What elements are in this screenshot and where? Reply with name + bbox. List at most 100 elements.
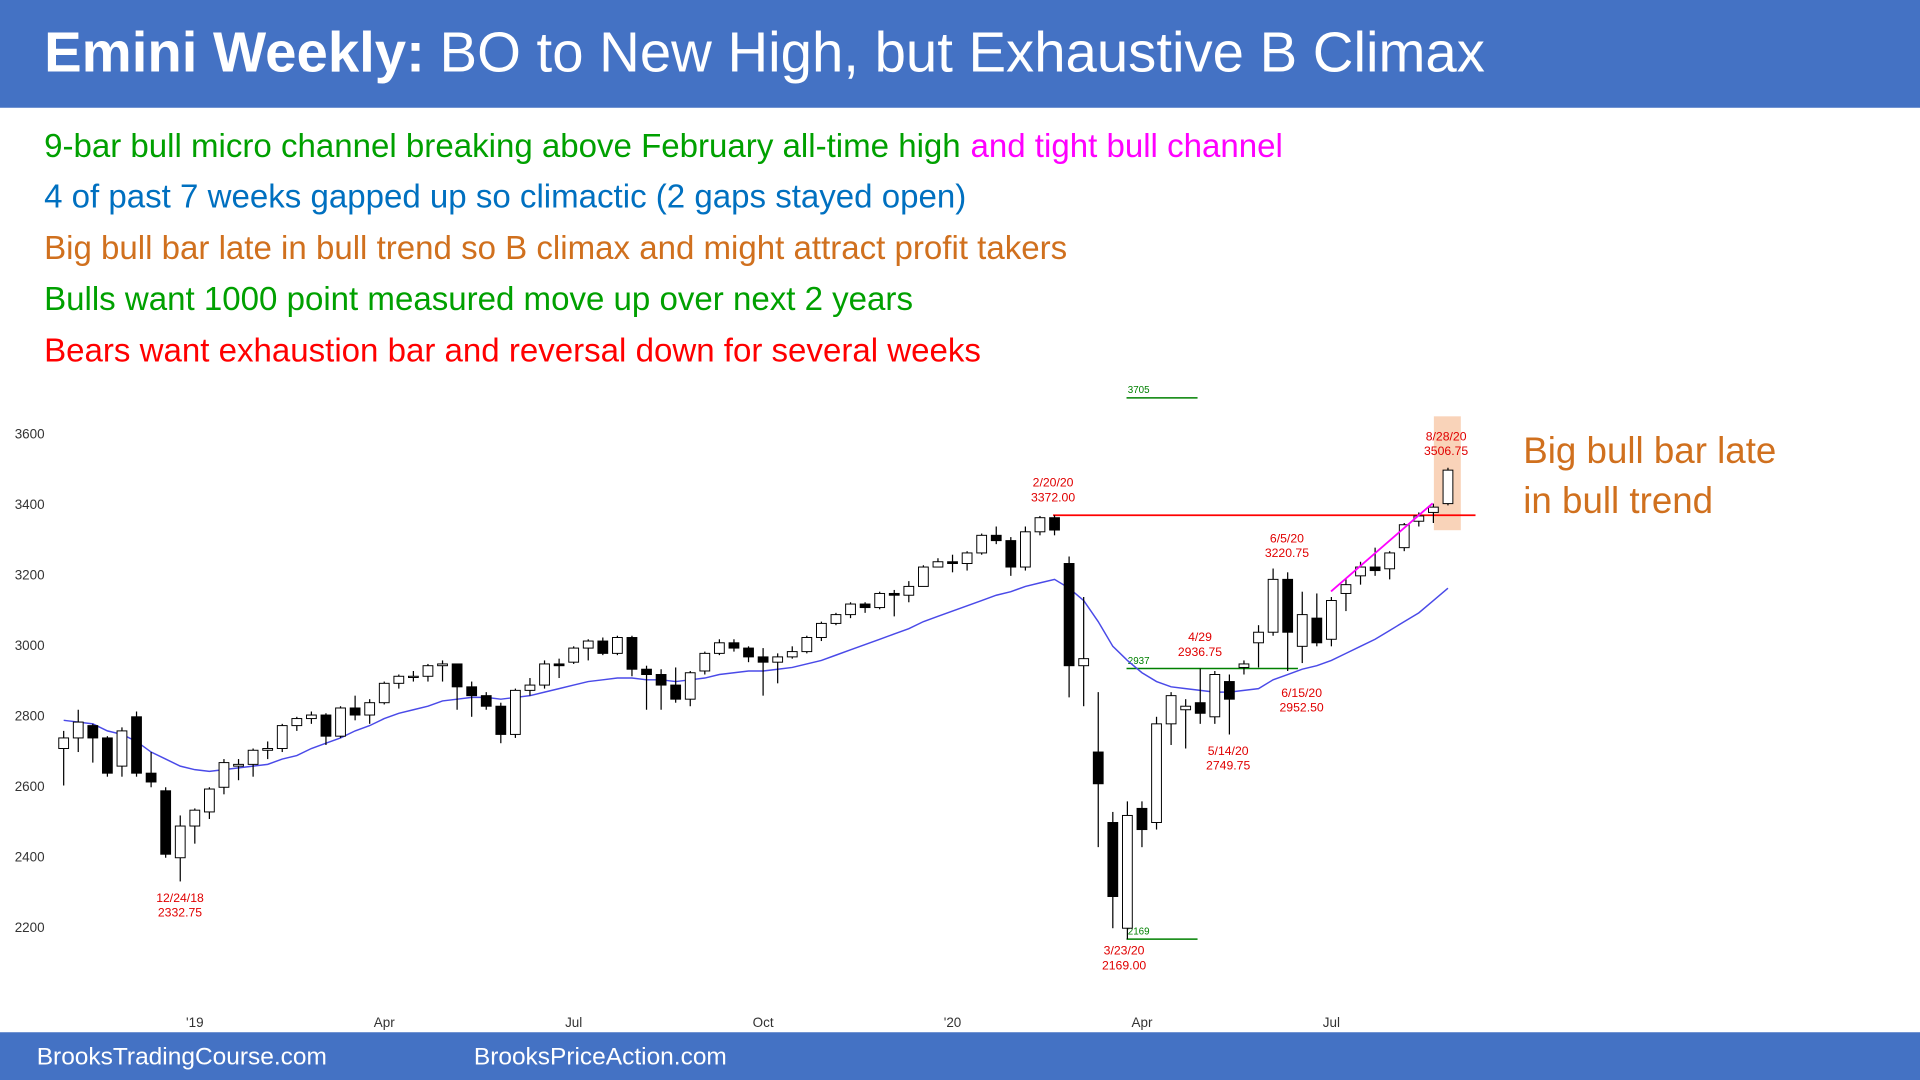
candle-body (1340, 584, 1352, 594)
candle-body (101, 737, 113, 774)
candle-body (568, 647, 580, 663)
candle-body (917, 566, 929, 587)
candle-body (655, 674, 667, 686)
note-line: Bears want exhaustion bar and reversal d… (44, 332, 981, 369)
annotation-value: 2952.50 (1280, 701, 1324, 715)
candle-body (466, 686, 478, 697)
candle-body (1165, 695, 1177, 725)
candle-body (1180, 705, 1192, 711)
footer-right: BrooksPriceAction.com (474, 1043, 727, 1070)
candle-body (408, 675, 419, 678)
candle-body (1209, 674, 1221, 718)
y-tick-label: 2800 (15, 708, 45, 723)
candle-body (1326, 600, 1337, 640)
candle-body (1049, 517, 1060, 531)
candle-body (874, 592, 886, 609)
y-tick-label: 2400 (15, 849, 45, 864)
candle-body (422, 665, 434, 677)
annotation-value: 2936.75 (1178, 645, 1222, 659)
candle-body (72, 721, 84, 739)
x-tick-label: '20 (944, 1015, 962, 1030)
y-tick-label: 2200 (15, 920, 45, 935)
candle-body (1020, 531, 1031, 568)
note-segment: and tight bull channel (970, 128, 1282, 165)
x-tick-label: Jul (565, 1015, 582, 1030)
candle-body (349, 707, 361, 716)
candle-body (58, 737, 70, 749)
candle-body (1122, 814, 1133, 929)
note-segment: Big bull bar late in bull trend so B cli… (44, 230, 1067, 267)
x-tick-label: Jul (1323, 1015, 1340, 1030)
candle-body (990, 534, 1002, 542)
annotation-date: 6/5/20 (1270, 531, 1304, 545)
note-line: 4 of past 7 weeks gapped up so climactic… (44, 178, 966, 215)
candle-body (335, 707, 346, 737)
level-label: 3705 (1128, 385, 1150, 396)
candle-body (480, 695, 492, 707)
annotation-date: 12/24/18 (156, 891, 204, 905)
candle-body (1238, 663, 1250, 668)
channel-line (1330, 502, 1434, 593)
candle-body (306, 714, 317, 720)
x-tick-label: Apr (374, 1015, 395, 1030)
candle-body (1384, 552, 1396, 570)
candle-body (451, 663, 463, 688)
candle-body (291, 718, 303, 727)
callout-text: in bull trend (1523, 480, 1713, 521)
note-line: Bulls want 1000 point measured move up o… (44, 281, 913, 318)
x-tick-label: Oct (753, 1015, 774, 1030)
note-segment: Bears want exhaustion bar and reversal d… (44, 332, 981, 369)
candle-body (145, 772, 157, 783)
candle-body (1136, 807, 1148, 831)
candle-body (364, 702, 376, 716)
annotation-value: 2169.00 (1102, 958, 1146, 972)
annotation-value: 2332.75 (158, 906, 202, 920)
candle-body (276, 725, 288, 749)
candle-body (1369, 566, 1381, 572)
candle-body (947, 561, 958, 565)
candle-body (684, 672, 696, 700)
footer-left: BrooksTradingCourse.com (37, 1043, 327, 1070)
annotation-date: 8/28/20 (1426, 429, 1467, 443)
candle-body (859, 603, 871, 609)
candle-body (1194, 702, 1206, 714)
notes: 9-bar bull micro channel breaking above … (44, 128, 1283, 369)
candle-body (597, 640, 609, 654)
candle-body (553, 663, 565, 667)
candle-body (1063, 563, 1075, 667)
note-segment: 4 of past 7 weeks gapped up so climactic… (44, 178, 966, 215)
x-tick-label: Apr (1131, 1015, 1152, 1030)
header-title: Emini Weekly: BO to New High, but Exhaust… (44, 20, 1485, 83)
candle-body (1253, 631, 1264, 644)
y-tick-label: 3400 (15, 497, 45, 512)
candle-body (1442, 469, 1454, 505)
title-bold: Emini Weekly: (44, 20, 425, 83)
candle-body (1107, 822, 1119, 897)
annotation-date: 3/23/20 (1104, 944, 1145, 958)
candle-body (888, 592, 900, 596)
candle-body (495, 705, 507, 735)
y-tick-label: 3200 (15, 567, 45, 582)
candle-body (1151, 723, 1162, 823)
note-segment: 9-bar bull micro channel breaking above … (44, 128, 961, 165)
candle-body (247, 749, 259, 765)
candle-body (204, 788, 215, 813)
y-tick-label: 3600 (15, 426, 45, 441)
candle-body (757, 656, 769, 663)
candle-body (233, 763, 244, 767)
candle-body (743, 647, 754, 658)
candle-body (539, 663, 550, 686)
candle-body (131, 716, 142, 774)
annotation-date: 2/20/20 (1033, 476, 1074, 490)
annotation-date: 6/15/20 (1281, 686, 1322, 700)
candle-body (582, 640, 594, 649)
candle-body (830, 614, 842, 624)
annotation-date: 4/29 (1188, 630, 1212, 644)
candle-body (218, 762, 230, 788)
annotation-value: 3220.75 (1265, 546, 1309, 560)
level-label: 2169 (1128, 926, 1150, 937)
candle-body (378, 682, 390, 704)
candle-body (1005, 540, 1017, 568)
candle-body (87, 725, 99, 739)
y-tick-label: 3000 (15, 638, 45, 653)
